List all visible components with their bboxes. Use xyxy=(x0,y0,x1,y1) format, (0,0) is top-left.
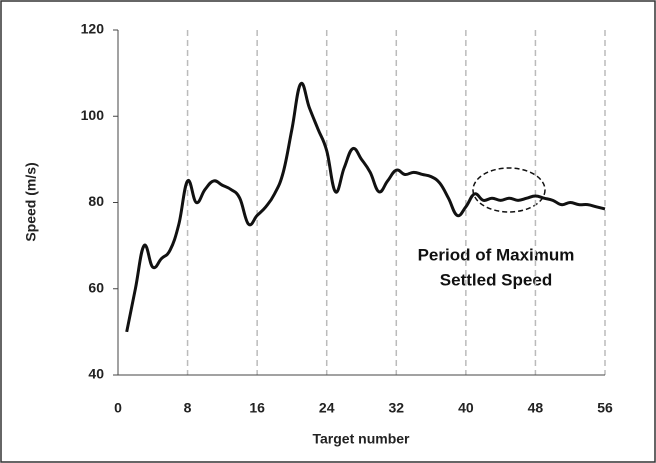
x-tick-label: 48 xyxy=(528,400,544,416)
x-tick-label: 40 xyxy=(458,400,474,416)
y-axis-label: Speed (m/s) xyxy=(23,162,39,241)
x-tick-label: 32 xyxy=(388,400,404,416)
y-tick-label: 80 xyxy=(88,193,104,209)
x-tick-label: 24 xyxy=(319,400,335,416)
x-tick-label: 0 xyxy=(114,400,122,416)
y-tick-label: 40 xyxy=(88,366,104,382)
annotation: Settled Speed xyxy=(440,270,552,289)
y-tick-label: 100 xyxy=(81,107,105,123)
y-tick-label: 60 xyxy=(88,279,104,295)
x-axis-label: Target number xyxy=(313,431,411,447)
x-tick-label: 16 xyxy=(249,400,265,416)
line xyxy=(125,81,606,333)
y-tick-label: 120 xyxy=(81,21,105,37)
annotation: Period of Maximum xyxy=(418,245,575,264)
x-tick-label: 56 xyxy=(597,400,613,416)
highlight-ellipse xyxy=(472,167,546,213)
x-tick-label: 8 xyxy=(184,400,192,416)
